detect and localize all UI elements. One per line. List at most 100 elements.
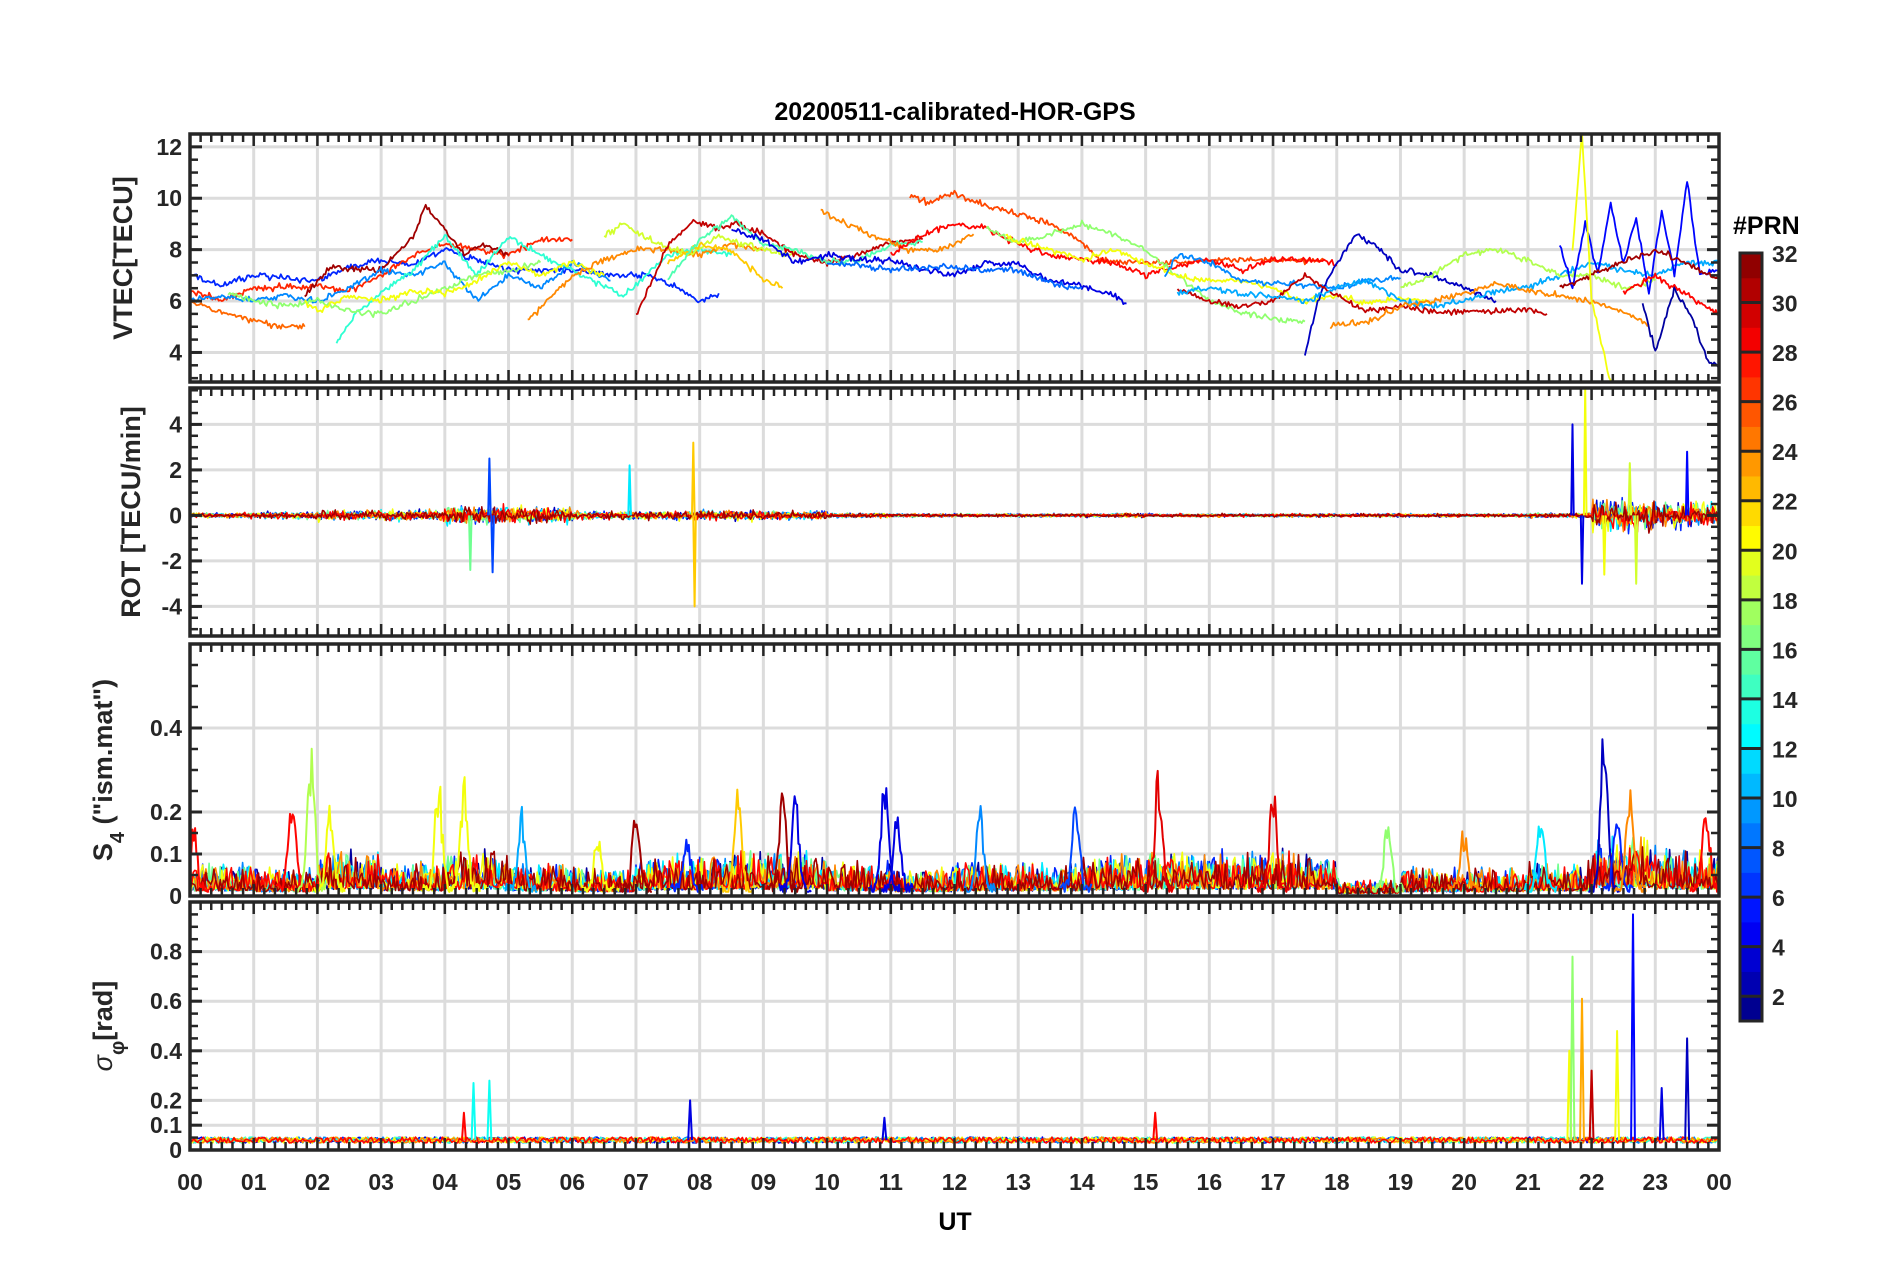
y-tick-label: 10 <box>156 185 182 211</box>
vtec-trace-prn-28 <box>1622 272 1719 316</box>
colorbar-band <box>1740 996 1762 1022</box>
y-tick-label: 8 <box>169 237 182 263</box>
colorbar-tick-label: 4 <box>1772 935 1785 961</box>
panel-rot: -4 -2 0 2 4 ROT [TECU/min] <box>116 386 1721 638</box>
colorbar-tick-label: 28 <box>1772 340 1798 366</box>
y-tick-label: 0.4 <box>150 1038 182 1064</box>
sigma-spike-prn-3 <box>1684 1037 1691 1141</box>
vtec-trace-prn-5 <box>1558 181 1719 295</box>
x-tick-label: 00 <box>1706 1169 1732 1195</box>
rot-spike-prn-22 <box>691 441 696 516</box>
y-label-subscript: φ <box>107 1041 129 1055</box>
x-tick-label: 19 <box>1388 1169 1414 1195</box>
colorbar-tick-label: 12 <box>1772 736 1798 762</box>
colorbar-band <box>1740 599 1762 626</box>
sigma-spike-prn-4 <box>1658 1087 1665 1141</box>
y-label-rest: [rad] <box>88 981 118 1041</box>
rot-spike-prn-20 <box>1602 515 1607 576</box>
colorbar-tick-label: 8 <box>1772 836 1785 862</box>
panel-s4: 0 0.1 0.2 0.4 S4 ("ism.mat") <box>88 642 1721 909</box>
colorbar-band <box>1740 475 1762 502</box>
x-tick-label: 13 <box>1005 1169 1031 1195</box>
panel-vtec: 4 6 8 10 12 VTEC[TECU] <box>108 132 1721 384</box>
vtec-trace-prn-25 <box>190 299 306 330</box>
colorbar-tick-label: 10 <box>1772 786 1798 812</box>
series-group <box>190 388 1719 608</box>
y-tick-label: 0.1 <box>150 1112 182 1138</box>
y-tick-label: 0.4 <box>150 715 182 741</box>
x-tick-label: 15 <box>1133 1169 1159 1195</box>
y-tick-label: 4 <box>169 411 182 437</box>
vtec-trace-prn-2 <box>1641 284 1719 369</box>
vtec-trace-prn-14 <box>335 234 732 344</box>
s4-burst-prn-7 <box>1059 806 1093 893</box>
panel-sigma: 00.10.2 0.4 0.6 0.8 σφ[rad] <box>88 900 1721 1163</box>
rot-spike-prn-19 <box>1633 515 1639 585</box>
colorbar-band <box>1740 575 1762 601</box>
colorbar-band <box>1740 748 1762 774</box>
colorbar-band <box>1740 946 1762 972</box>
colorbar-tick-label: 16 <box>1772 637 1798 663</box>
series-group <box>190 134 1719 382</box>
vtec-trace-prn-19 <box>603 222 797 258</box>
x-tick-label: 12 <box>942 1169 968 1195</box>
sigma-spike-prn-4 <box>687 1099 693 1141</box>
x-tick-label: 05 <box>496 1169 522 1195</box>
vtec-trace-prn-26 <box>909 189 1325 267</box>
rot-spike-prn-7 <box>490 515 495 574</box>
y-label-symbol: σ <box>88 1053 118 1071</box>
y-tick-label: 2 <box>169 457 182 483</box>
x-tick-label: 21 <box>1515 1169 1541 1195</box>
s4-burst-prn-24 <box>1447 830 1482 893</box>
x-tick-label: 02 <box>305 1169 331 1195</box>
colorbar-band <box>1740 847 1762 873</box>
vtec-trace-prn-30 <box>1176 272 1548 316</box>
vtec-trace-prn-20 <box>303 259 605 313</box>
colorbar-tick-label: 20 <box>1772 538 1798 564</box>
s4-burst-prn-20 <box>580 840 615 893</box>
y-tick-label: 0.8 <box>150 939 182 965</box>
colorbar-band <box>1740 401 1762 427</box>
colorbar-band <box>1740 525 1762 551</box>
sigma-spike-prn-23 <box>1579 997 1585 1141</box>
sigma-spike-prn-28 <box>1152 1111 1159 1141</box>
colorbar-band <box>1740 921 1762 948</box>
sigma-spike-prn-4 <box>881 1116 888 1141</box>
vtec-trace-prn-30 <box>635 218 924 315</box>
vtec-trace-prn-20 <box>1571 134 1612 382</box>
colorbar-band <box>1740 451 1762 477</box>
vtec-trace-prn-17 <box>227 259 542 318</box>
colorbar-tick-label: 22 <box>1772 489 1798 515</box>
s4-burst-prn-10 <box>504 805 538 893</box>
colorbar-band <box>1740 822 1762 849</box>
colorbar-tick-label: 32 <box>1772 241 1798 267</box>
x-tick-label: 20 <box>1451 1169 1477 1195</box>
colorbar-band <box>1740 302 1762 328</box>
rot-spike-prn-20 <box>1582 388 1588 516</box>
x-tick-label: 11 <box>879 1169 904 1195</box>
colorbar-label: #PRN <box>1733 212 1800 240</box>
x-tick-label: 01 <box>241 1169 267 1195</box>
colorbar-tick-label: 26 <box>1772 390 1798 416</box>
vtec-trace-prn-10 <box>1176 259 1719 309</box>
y-axis-label-rot: ROT [TECU/min] <box>116 406 146 617</box>
vtec-trace-prn-15 <box>667 214 923 281</box>
y-label-subscript: 4 <box>107 831 129 843</box>
colorbar-band <box>1740 723 1762 749</box>
sigma-spike-prn-17 <box>1569 955 1576 1141</box>
colorbar-band <box>1740 649 1762 675</box>
vtec-trace-prn-24 <box>820 208 975 254</box>
x-tick-label: 04 <box>432 1169 458 1195</box>
colorbar-band <box>1740 674 1762 700</box>
y-axis-label-vtec: VTEC[TECU] <box>108 176 138 340</box>
vtec-trace-prn-31 <box>304 203 509 298</box>
vtec-trace-prn-28 <box>890 222 1338 280</box>
x-tick-label: 03 <box>368 1169 394 1195</box>
y-axis-label-s4: S4 ("ism.mat") <box>88 679 129 861</box>
colorbar-band <box>1740 624 1762 650</box>
s4-burst-prn-28 <box>190 827 210 893</box>
s4-burst-prn-20 <box>447 776 481 893</box>
vtec-trace-prn-9 <box>190 260 611 304</box>
s4-burst-prn-9 <box>963 805 997 893</box>
